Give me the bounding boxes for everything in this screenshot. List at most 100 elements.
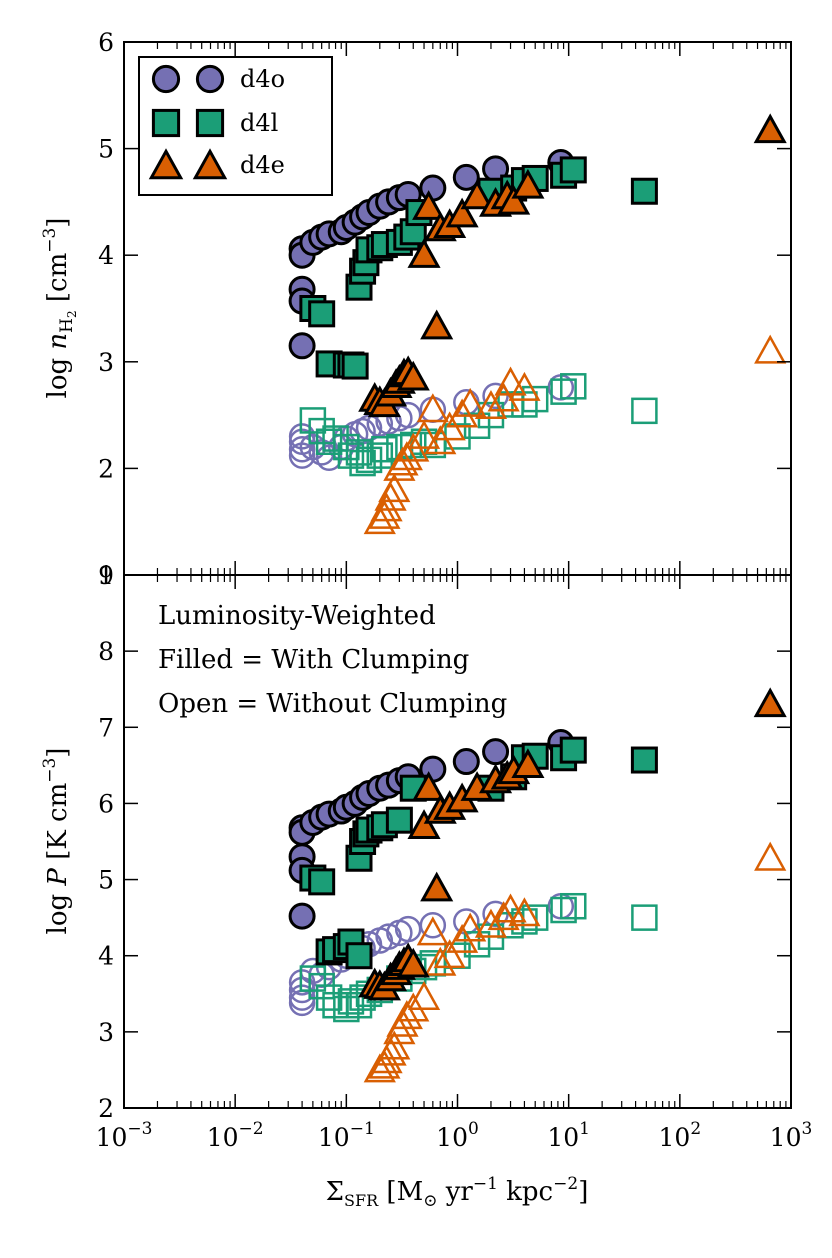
top-point-d4e-filled xyxy=(445,197,479,228)
legend-label-d4e: d4e xyxy=(240,151,285,179)
bottom-point-d4e-filled xyxy=(753,687,787,718)
bottom-y-tick-label: 7 xyxy=(98,713,114,742)
top-point-d4e-filled xyxy=(753,113,787,144)
annotation-open: Open = Without Clumping xyxy=(158,689,507,719)
bottom-point-d4l-open xyxy=(550,896,577,924)
bottom-point-d4o-open xyxy=(419,912,447,939)
bottom-point-d4l-filled xyxy=(308,868,336,896)
top-point-d4l-filled xyxy=(308,300,336,328)
top-point-d4e-filled xyxy=(511,168,545,199)
x-tick-label: 101 xyxy=(547,1119,590,1152)
top-y-tick-label: 4 xyxy=(98,241,114,270)
bottom-point-d4e-open xyxy=(508,897,541,927)
legend-label-d4o: d4o xyxy=(240,65,285,93)
top-y-tick-label: 3 xyxy=(98,348,114,377)
bottom-point-d4e-open xyxy=(754,841,787,871)
legend-marker-d4o xyxy=(195,64,225,94)
legend-marker-d4l xyxy=(151,108,181,138)
bottom-point-d4e-open xyxy=(416,916,449,946)
top-point-d4e-open xyxy=(407,419,441,449)
top-point-d4o-filled xyxy=(419,174,447,202)
legend: d4o d4l d4e xyxy=(138,56,333,196)
bottom-point-d4l-open xyxy=(631,904,658,931)
legend-marker-d4l xyxy=(195,108,225,138)
top-point-d4e-open xyxy=(368,499,401,529)
top-point-d4e-filled xyxy=(396,360,430,391)
bottom-point-d4l-open xyxy=(463,931,491,958)
bottom-point-d4o-open xyxy=(375,923,402,950)
panel-bottom: 2 3 4 5 6 7 8 9 10−3 10−2 10−1 100 101 102 103 log P … xyxy=(40,561,812,1211)
x-tick-label: 10−2 xyxy=(207,1119,264,1152)
bottom-y-tick-label: 4 xyxy=(98,942,114,971)
top-y-tick-label: 2 xyxy=(98,454,114,483)
top-point-d4e-open xyxy=(390,441,423,471)
x-tick-label: 103 xyxy=(770,1119,813,1152)
top-point-d4e-open xyxy=(416,393,449,423)
top-point-d4l-open xyxy=(299,407,327,434)
bottom-y-tick-label: 8 xyxy=(98,637,114,666)
x-tick-label: 100 xyxy=(436,1119,479,1152)
annotation-filled: Filled = With Clumping xyxy=(158,645,469,675)
legend-label-d4l: d4l xyxy=(240,109,278,137)
bottom-point-d4e-open xyxy=(363,1053,396,1083)
panel-top: 1 2 3 4 5 6 log nH2 [cm−3] d4o d4l d4e xyxy=(40,28,792,590)
legend-marker-d4e xyxy=(192,148,228,180)
bottom-y-axis-label: log P [K cm−3] xyxy=(40,748,73,935)
bottom-y-tick-labels: 2 3 4 5 6 7 8 9 xyxy=(98,561,114,1123)
bottom-point-d4o-filled xyxy=(482,738,510,766)
top-point-d4l-open xyxy=(308,417,335,445)
legend-marker-d4e xyxy=(148,148,184,180)
bottom-y-tick-label: 3 xyxy=(98,1018,114,1047)
bottom-point-d4e-open xyxy=(378,1030,411,1060)
bottom-point-d4o-filled xyxy=(452,748,480,776)
bottom-point-d4e-filled xyxy=(407,809,441,839)
top-point-d4e-open xyxy=(370,492,403,522)
bottom-point-d4l-filled xyxy=(559,736,587,764)
bottom-point-d4e-open xyxy=(474,908,508,938)
legend-markers xyxy=(148,64,228,180)
top-point-d4l-open xyxy=(349,449,376,477)
x-tick-label: 10−1 xyxy=(318,1119,375,1152)
top-y-axis-label: log nH2 [cm−3] xyxy=(40,218,79,399)
top-point-d4e-open xyxy=(378,473,411,503)
bottom-point-d4e-filled xyxy=(420,871,454,902)
annotation-luminosity-weighted: Luminosity-Weighted xyxy=(158,601,436,631)
bottom-point-d4e-filled xyxy=(396,947,430,978)
top-point-d4l-open xyxy=(315,428,343,455)
bottom-ticks xyxy=(123,574,792,1109)
top-point-d4e-open xyxy=(454,387,487,417)
top-point-d4l-open xyxy=(371,435,398,463)
top-y-tick-label: 6 xyxy=(98,28,114,57)
top-point-d4o-open xyxy=(288,435,316,463)
bottom-point-d4l-open xyxy=(560,892,587,920)
bottom-y-tick-label: 9 xyxy=(98,561,114,590)
top-point-d4l-open xyxy=(550,378,577,405)
top-point-d4e-open xyxy=(424,425,457,455)
top-point-d4e-open xyxy=(754,334,787,364)
bottom-y-tick-label: 5 xyxy=(98,866,114,895)
bottom-x-tick-labels: 10−3 10−2 10−1 100 101 102 103 xyxy=(96,1119,813,1152)
top-point-d4l-filled xyxy=(630,177,658,205)
bottom-point-d4l-filled xyxy=(630,746,658,774)
bottom-y-tick-label: 2 xyxy=(98,1094,114,1123)
top-point-d4l-filled xyxy=(559,156,587,184)
top-point-d4e-filled xyxy=(407,238,441,268)
top-point-d4e-open xyxy=(494,366,527,396)
top-y-tick-label: 1 xyxy=(98,561,114,590)
top-point-d4l-open xyxy=(560,373,587,400)
top-point-d4o-filled xyxy=(288,332,316,360)
top-y-tick-labels: 1 2 3 4 5 6 xyxy=(98,28,114,590)
top-point-d4e-open xyxy=(508,371,541,401)
x-axis-label: ΣSFR [M⊙ yr−1 kpc−2] xyxy=(326,1174,589,1211)
top-point-d4l-open xyxy=(366,442,394,469)
top-point-d4l-filled xyxy=(341,352,369,380)
bottom-point-d4e-open xyxy=(494,893,527,923)
bottom-point-d4e-open xyxy=(424,946,457,976)
top-y-tick-label: 5 xyxy=(98,135,114,164)
bottom-point-d4e-open xyxy=(454,912,487,942)
top-data-points xyxy=(288,113,787,535)
bottom-point-d4e-open xyxy=(487,901,520,931)
bottom-point-d4e-filled xyxy=(412,771,446,801)
legend-marker-d4o xyxy=(151,64,181,94)
